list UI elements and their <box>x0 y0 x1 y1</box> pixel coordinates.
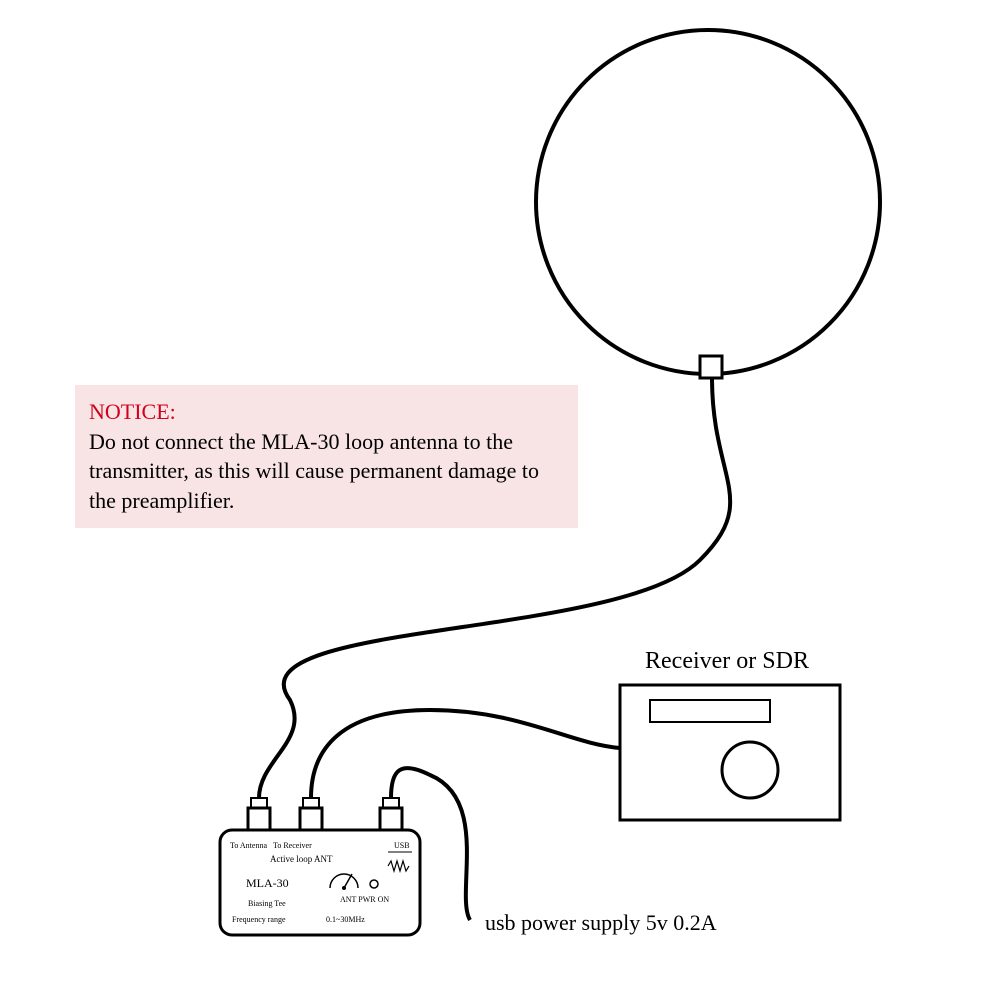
device-text-line2: Active loop ANT <box>270 854 333 864</box>
device-text-line3: MLA-30 <box>246 876 289 890</box>
device-text-line1: To Antenna To Receiver <box>230 841 312 850</box>
device-text-usb: USB <box>394 841 410 850</box>
device-text-line4b: ANT PWR ON <box>340 895 389 904</box>
receiver-screen <box>650 700 770 722</box>
device-port-3 <box>380 808 402 830</box>
device-port-1 <box>248 808 270 830</box>
device-text-line5a: Frequency range <box>232 915 286 924</box>
receiver-knob <box>722 742 778 798</box>
antenna-connector <box>700 356 722 378</box>
device-text-line5b: 0.1~30MHz <box>326 915 365 924</box>
notice-title: NOTICE: <box>89 399 176 424</box>
loop-antenna <box>536 30 880 374</box>
usb-power-label: usb power supply 5v 0.2A <box>485 910 717 936</box>
notice-box: NOTICE: Do not connect the MLA-30 loop a… <box>75 385 578 528</box>
receiver-label: Receiver or SDR <box>645 648 809 675</box>
device-text-line4a: Biasing Tee <box>248 899 286 908</box>
notice-body: Do not connect the MLA-30 loop antenna t… <box>89 429 539 513</box>
device-port-2 <box>300 808 322 830</box>
cable-device-to-receiver <box>311 710 620 798</box>
